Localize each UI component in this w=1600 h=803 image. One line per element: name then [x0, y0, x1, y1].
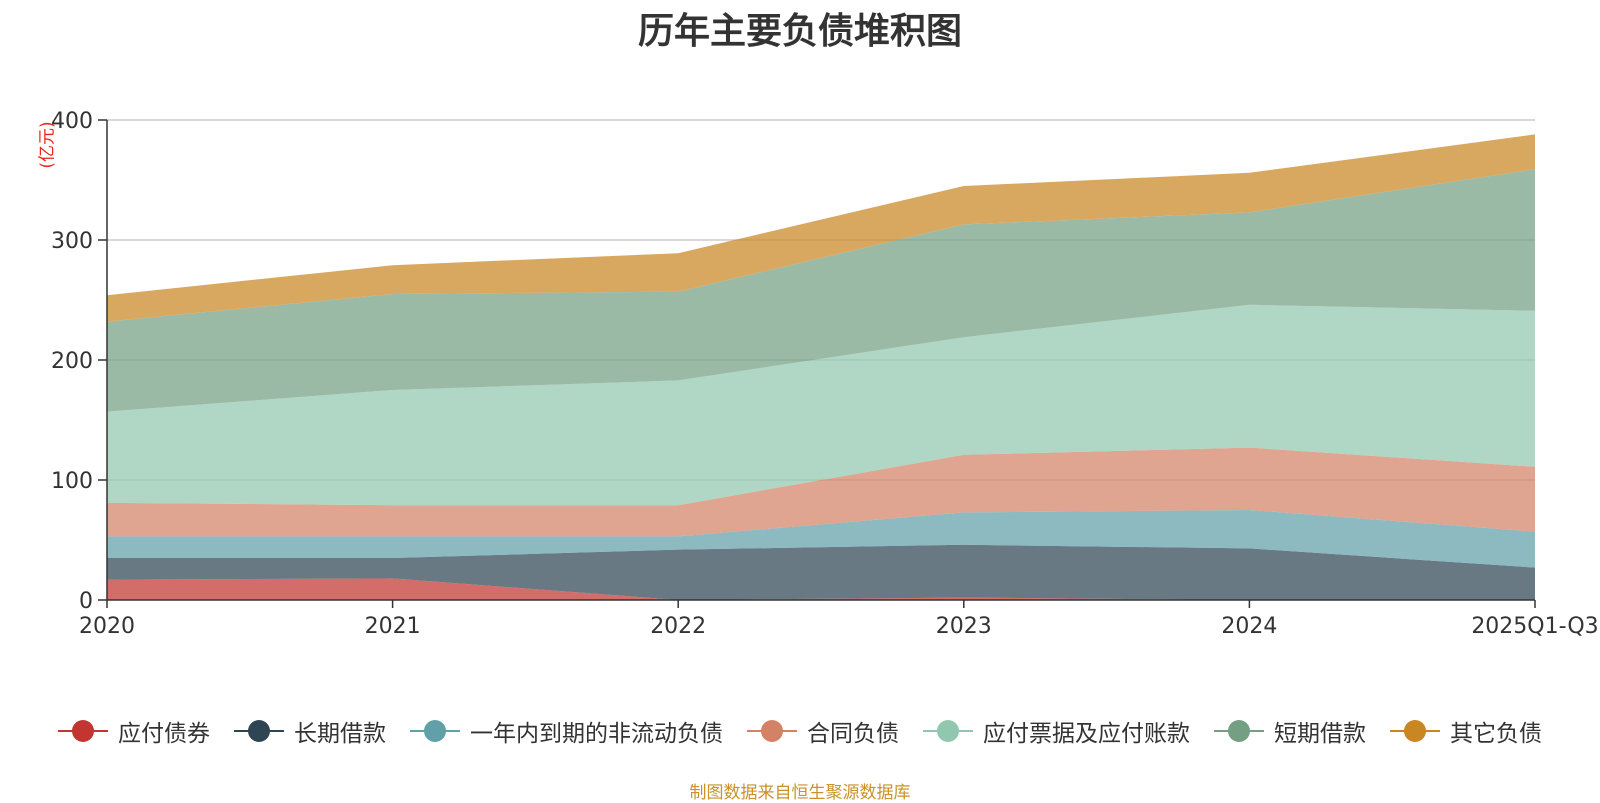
legend-marker-icon: [234, 720, 284, 742]
area-series-2: [107, 544, 1535, 600]
x-tick-label: 2025Q1-Q3: [1471, 614, 1598, 639]
x-tick-label: 2022: [650, 614, 706, 639]
legend-marker-icon: [1214, 720, 1264, 742]
y-tick-label: 400: [51, 109, 93, 134]
x-tick-label: 2020: [79, 614, 135, 639]
legend-label: 短期借款: [1274, 721, 1366, 747]
legend-label: 一年内到期的非流动负债: [470, 721, 723, 747]
area-series-6: [107, 169, 1535, 412]
legend-label: 合同负债: [807, 721, 899, 747]
legend-marker-icon: [58, 720, 108, 742]
y-tick-label: 300: [51, 229, 93, 254]
legend-item[interactable]: 应付票据及应付账款: [923, 714, 1190, 748]
legend-item[interactable]: 应付债券: [58, 714, 210, 748]
legend-marker-icon: [1390, 720, 1440, 742]
legend-marker-icon: [747, 720, 797, 742]
stacked-area-chart: 0 100 200 300 400 2020 2021 2022 2023 2024 2025Q1-…: [51, 109, 1599, 639]
area-series-5: [107, 304, 1535, 506]
legend-item[interactable]: 合同负债: [747, 714, 899, 748]
y-tick-label: 100: [51, 469, 93, 494]
legend-marker-icon: [410, 720, 460, 742]
legend-label: 其它负债: [1450, 721, 1542, 747]
chart-title: 历年主要负债堆积图: [637, 11, 962, 52]
legend-item[interactable]: 短期借款: [1214, 714, 1366, 748]
legend-label: 应付债券: [118, 721, 210, 747]
x-tick-label: 2024: [1221, 614, 1277, 639]
y-tick-label: 200: [51, 349, 93, 374]
area-series-1: [107, 578, 1535, 600]
area-series-4: [107, 447, 1535, 537]
legend-item[interactable]: 其它负债: [1390, 714, 1542, 748]
legend-item[interactable]: 一年内到期的非流动负债: [410, 714, 723, 748]
data-source-note: 制图数据来自恒生聚源数据库: [689, 783, 911, 803]
legend-item[interactable]: 长期借款: [234, 714, 386, 748]
area-series-7: [107, 134, 1535, 322]
x-tick-label: 2023: [936, 614, 992, 639]
legend-label: 长期借款: [294, 721, 386, 747]
area-series-3: [107, 510, 1535, 568]
x-tick-label: 2021: [365, 614, 421, 639]
chart-legend: 应付债券 长期借款 一年内到期的非流动负债 合同负债 应付票据及应付账款 短期借款 其它负债: [0, 714, 1600, 748]
y-tick-label: 0: [79, 589, 93, 614]
legend-marker-icon: [923, 720, 973, 742]
legend-label: 应付票据及应付账款: [983, 721, 1190, 747]
